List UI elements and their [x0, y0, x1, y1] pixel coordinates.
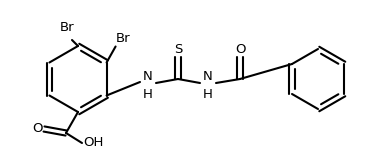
Text: Br: Br: [116, 33, 130, 46]
Text: O: O: [32, 122, 43, 136]
Text: Br: Br: [60, 21, 74, 34]
Text: N: N: [143, 70, 153, 83]
Text: H: H: [203, 88, 213, 101]
Text: H: H: [143, 88, 153, 101]
Text: OH: OH: [83, 137, 103, 149]
Text: S: S: [174, 43, 182, 56]
Text: O: O: [235, 43, 245, 56]
Text: N: N: [203, 70, 213, 83]
